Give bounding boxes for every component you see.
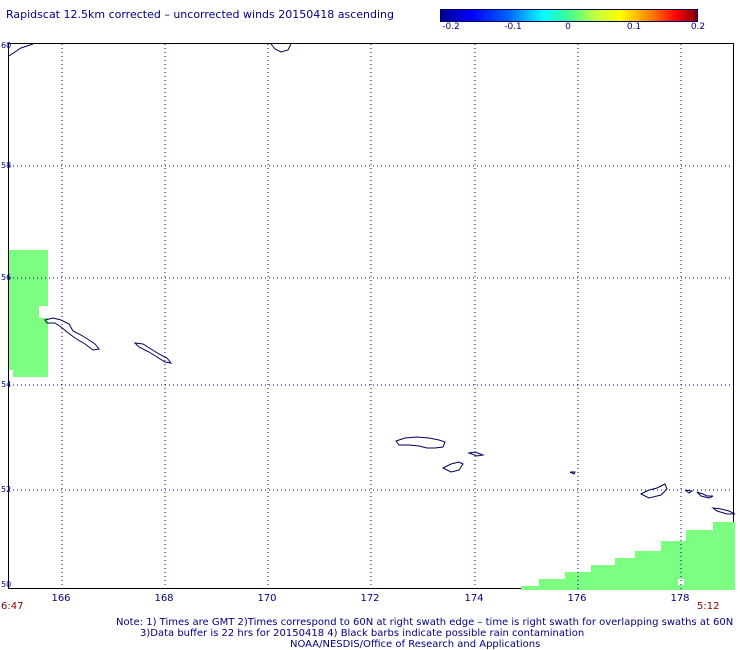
coast-medny-island [133, 342, 173, 364]
colorbar [440, 9, 698, 22]
lat-label: 60 [1, 41, 12, 50]
note-line-3: NOAA/NESDIS/Office of Research and Appli… [290, 639, 541, 650]
swath-gap [678, 579, 684, 585]
lon-label: 166 [51, 593, 71, 604]
colorbar-label: 0.1 [626, 22, 642, 32]
lat-label: 50 [1, 580, 12, 589]
lat-label: 58 [1, 161, 12, 170]
coast-attu [395, 436, 446, 449]
swath-notch [39, 306, 48, 318]
coast-agattu [441, 461, 464, 473]
swath-bottom-right [521, 522, 735, 590]
coast-rat-islands-1 [684, 489, 694, 494]
lon-label: 168 [154, 593, 174, 604]
note-line-2: 3)Data buffer is 22 hrs for 20150418 4) … [140, 628, 585, 639]
coast-amchitka [711, 507, 735, 515]
coast-rat-islands-2 [696, 491, 714, 499]
colorbar-label: -0.2 [442, 22, 460, 32]
lon-label: 170 [257, 593, 277, 604]
lat-label: 52 [1, 485, 12, 494]
map-canvas [9, 44, 735, 590]
colorbar-label: 0 [565, 22, 571, 32]
colorbar-label: -0.1 [504, 22, 522, 32]
coast-semichi [467, 451, 485, 457]
lat-label: 54 [1, 380, 12, 389]
coast-kamchatka [9, 44, 34, 57]
coast-commander-island [44, 317, 100, 351]
map-frame [8, 43, 735, 590]
lon-label: 172 [360, 593, 380, 604]
time-right: 5:12 [697, 601, 720, 612]
lon-label: 174 [464, 593, 484, 604]
coast-kiska [639, 483, 668, 499]
lat-label: 56 [1, 273, 12, 282]
coast-north-island [270, 44, 292, 53]
coast-buldir [569, 471, 576, 475]
note-line-1: Note: 1) Times are GMT 2)Times correspon… [116, 617, 734, 628]
lon-label: 176 [567, 593, 587, 604]
graticule [9, 44, 735, 590]
colorbar-label: 0.2 [690, 22, 706, 32]
lon-label: 178 [670, 593, 690, 604]
map-title: Rapidscat 12.5km corrected – uncorrected… [6, 8, 395, 21]
coastlines [9, 44, 735, 515]
time-left: 6:47 [1, 601, 24, 612]
swath-left [9, 250, 48, 377]
